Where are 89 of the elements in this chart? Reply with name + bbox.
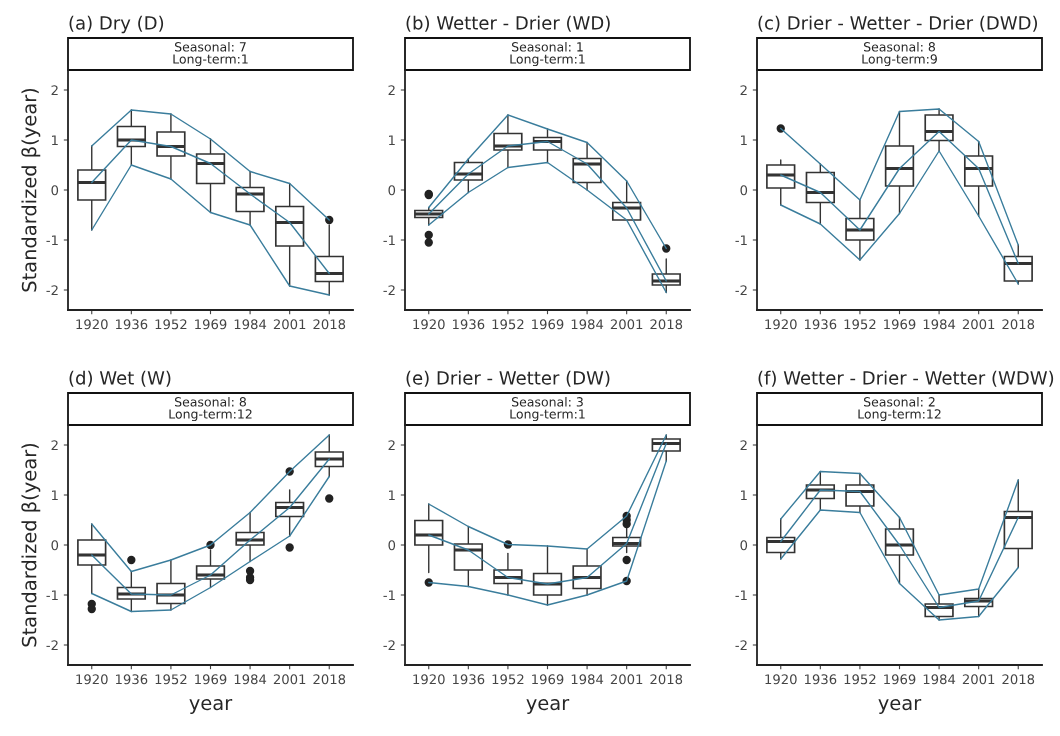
x-tick-label: 1936 [115, 674, 148, 685]
chart-subtitle: Seasonal: 1 Long-term:1 [510, 41, 585, 67]
y-tick-label: -2 [46, 285, 58, 296]
x-tick-label: 1920 [76, 319, 108, 330]
x-tick-label: 1984 [923, 674, 956, 685]
x-tick-label: 1984 [234, 674, 267, 685]
x-tick-label: 2018 [1002, 674, 1035, 685]
x-tick-label: 1920 [765, 319, 797, 330]
y-tick-label: 0 [740, 540, 748, 551]
x-tick-label: 1920 [765, 674, 797, 685]
x-tick-label: 2018 [1002, 319, 1035, 330]
x-tick-label: 1984 [234, 319, 267, 330]
y-tick-label: 2 [51, 440, 58, 451]
x-tick-label: 1936 [452, 674, 485, 685]
y-tick-label: -2 [735, 285, 747, 296]
x-tick-label: 1969 [532, 319, 564, 330]
x-tick-label: 1984 [571, 674, 604, 685]
x-tick-label: 1920 [413, 319, 445, 330]
y-tick-label: 1 [52, 135, 58, 146]
chart-title: (b) Wetter - Drier (WD) [406, 15, 610, 32]
x-tick-label: 2001 [610, 319, 643, 330]
y-tick-label: 2 [388, 440, 395, 451]
y-tick-label: 2 [51, 85, 58, 96]
y-tick-label: -1 [735, 235, 747, 246]
chart-title: (a) Dry (D) [69, 15, 164, 34]
x-tick-label: 1936 [804, 674, 837, 685]
y-tick-label: -1 [46, 590, 58, 601]
y-tick-label: 1 [52, 490, 58, 501]
x-tick-label: 1936 [804, 319, 837, 330]
chart-subtitle: Seasonal: 7 Long-term:1 [173, 41, 248, 67]
chart-subtitle: Seasonal: 8 Long-term:12 [169, 396, 252, 422]
y-tick-label: 0 [740, 185, 748, 196]
chart-title: (c) Drier - Wetter - Drier (DWD) [758, 15, 1038, 32]
y-tick-label: 2 [740, 440, 747, 451]
y-tick-label: -1 [735, 590, 747, 601]
y-tick-label: -2 [46, 640, 58, 651]
x-tick-label: 2001 [610, 674, 643, 685]
x-tick-label: 1969 [532, 674, 564, 685]
chart-subtitle: Seasonal: 8 Long-term:9 [862, 41, 937, 67]
y-tick-label: 0 [388, 540, 396, 551]
y-axis-title: Standardized β(year) [21, 443, 41, 647]
chart-subtitle: Seasonal: 2 Long-term:12 [858, 396, 941, 422]
y-tick-label: 0 [388, 185, 396, 196]
x-axis-title: year [878, 699, 922, 714]
chart-title: (e) Drier - Wetter (DW) [406, 370, 610, 387]
x-tick-label: 2018 [650, 319, 683, 330]
x-tick-label: 2018 [650, 674, 683, 685]
y-tick-label: 1 [741, 135, 747, 146]
x-tick-label: 1969 [195, 319, 227, 330]
y-tick-label: 2 [388, 85, 395, 96]
x-tick-label: 1969 [884, 674, 916, 685]
y-tick-label: 0 [51, 540, 59, 551]
x-tick-label: 2001 [273, 674, 306, 685]
y-tick-label: 1 [389, 135, 395, 146]
y-tick-label: 1 [389, 490, 395, 501]
x-tick-label: 2018 [313, 674, 346, 685]
x-tick-label: 1952 [155, 319, 187, 330]
y-tick-label: -2 [383, 640, 395, 651]
x-tick-label: 1969 [195, 674, 227, 685]
y-tick-label: -1 [383, 235, 395, 246]
y-tick-label: -2 [383, 285, 395, 296]
x-tick-label: 1936 [452, 319, 485, 330]
y-tick-label: 2 [740, 85, 747, 96]
x-tick-label: 1984 [571, 319, 604, 330]
x-tick-label: 2001 [962, 674, 995, 685]
x-tick-label: 1952 [492, 674, 524, 685]
y-tick-label: -2 [735, 640, 747, 651]
x-tick-label: 1952 [155, 674, 187, 685]
x-tick-label: 1920 [413, 674, 445, 685]
x-tick-label: 1952 [844, 674, 876, 685]
y-axis-title: Standardized β(year) [21, 88, 41, 292]
x-axis-title: year [189, 699, 233, 714]
chart-title: (d) Wet (W) [69, 370, 171, 387]
x-tick-label: 1984 [923, 319, 956, 330]
chart-title: (f) Wetter - Drier - Wetter (WDW) [758, 370, 1054, 387]
x-tick-label: 1952 [492, 319, 524, 330]
x-tick-label: 2001 [273, 319, 306, 330]
x-tick-label: 1920 [76, 674, 108, 685]
x-axis-title: year [526, 699, 570, 714]
x-tick-label: 2001 [962, 319, 995, 330]
chart-subtitle: Seasonal: 3 Long-term:1 [510, 396, 585, 422]
y-tick-label: 0 [51, 185, 59, 196]
x-tick-label: 1969 [884, 319, 916, 330]
x-tick-label: 1952 [844, 319, 876, 330]
x-tick-label: 2018 [313, 319, 346, 330]
x-tick-label: 1936 [115, 319, 148, 330]
y-tick-label: -1 [383, 590, 395, 601]
y-tick-label: -1 [46, 235, 58, 246]
y-tick-label: 1 [741, 490, 747, 501]
